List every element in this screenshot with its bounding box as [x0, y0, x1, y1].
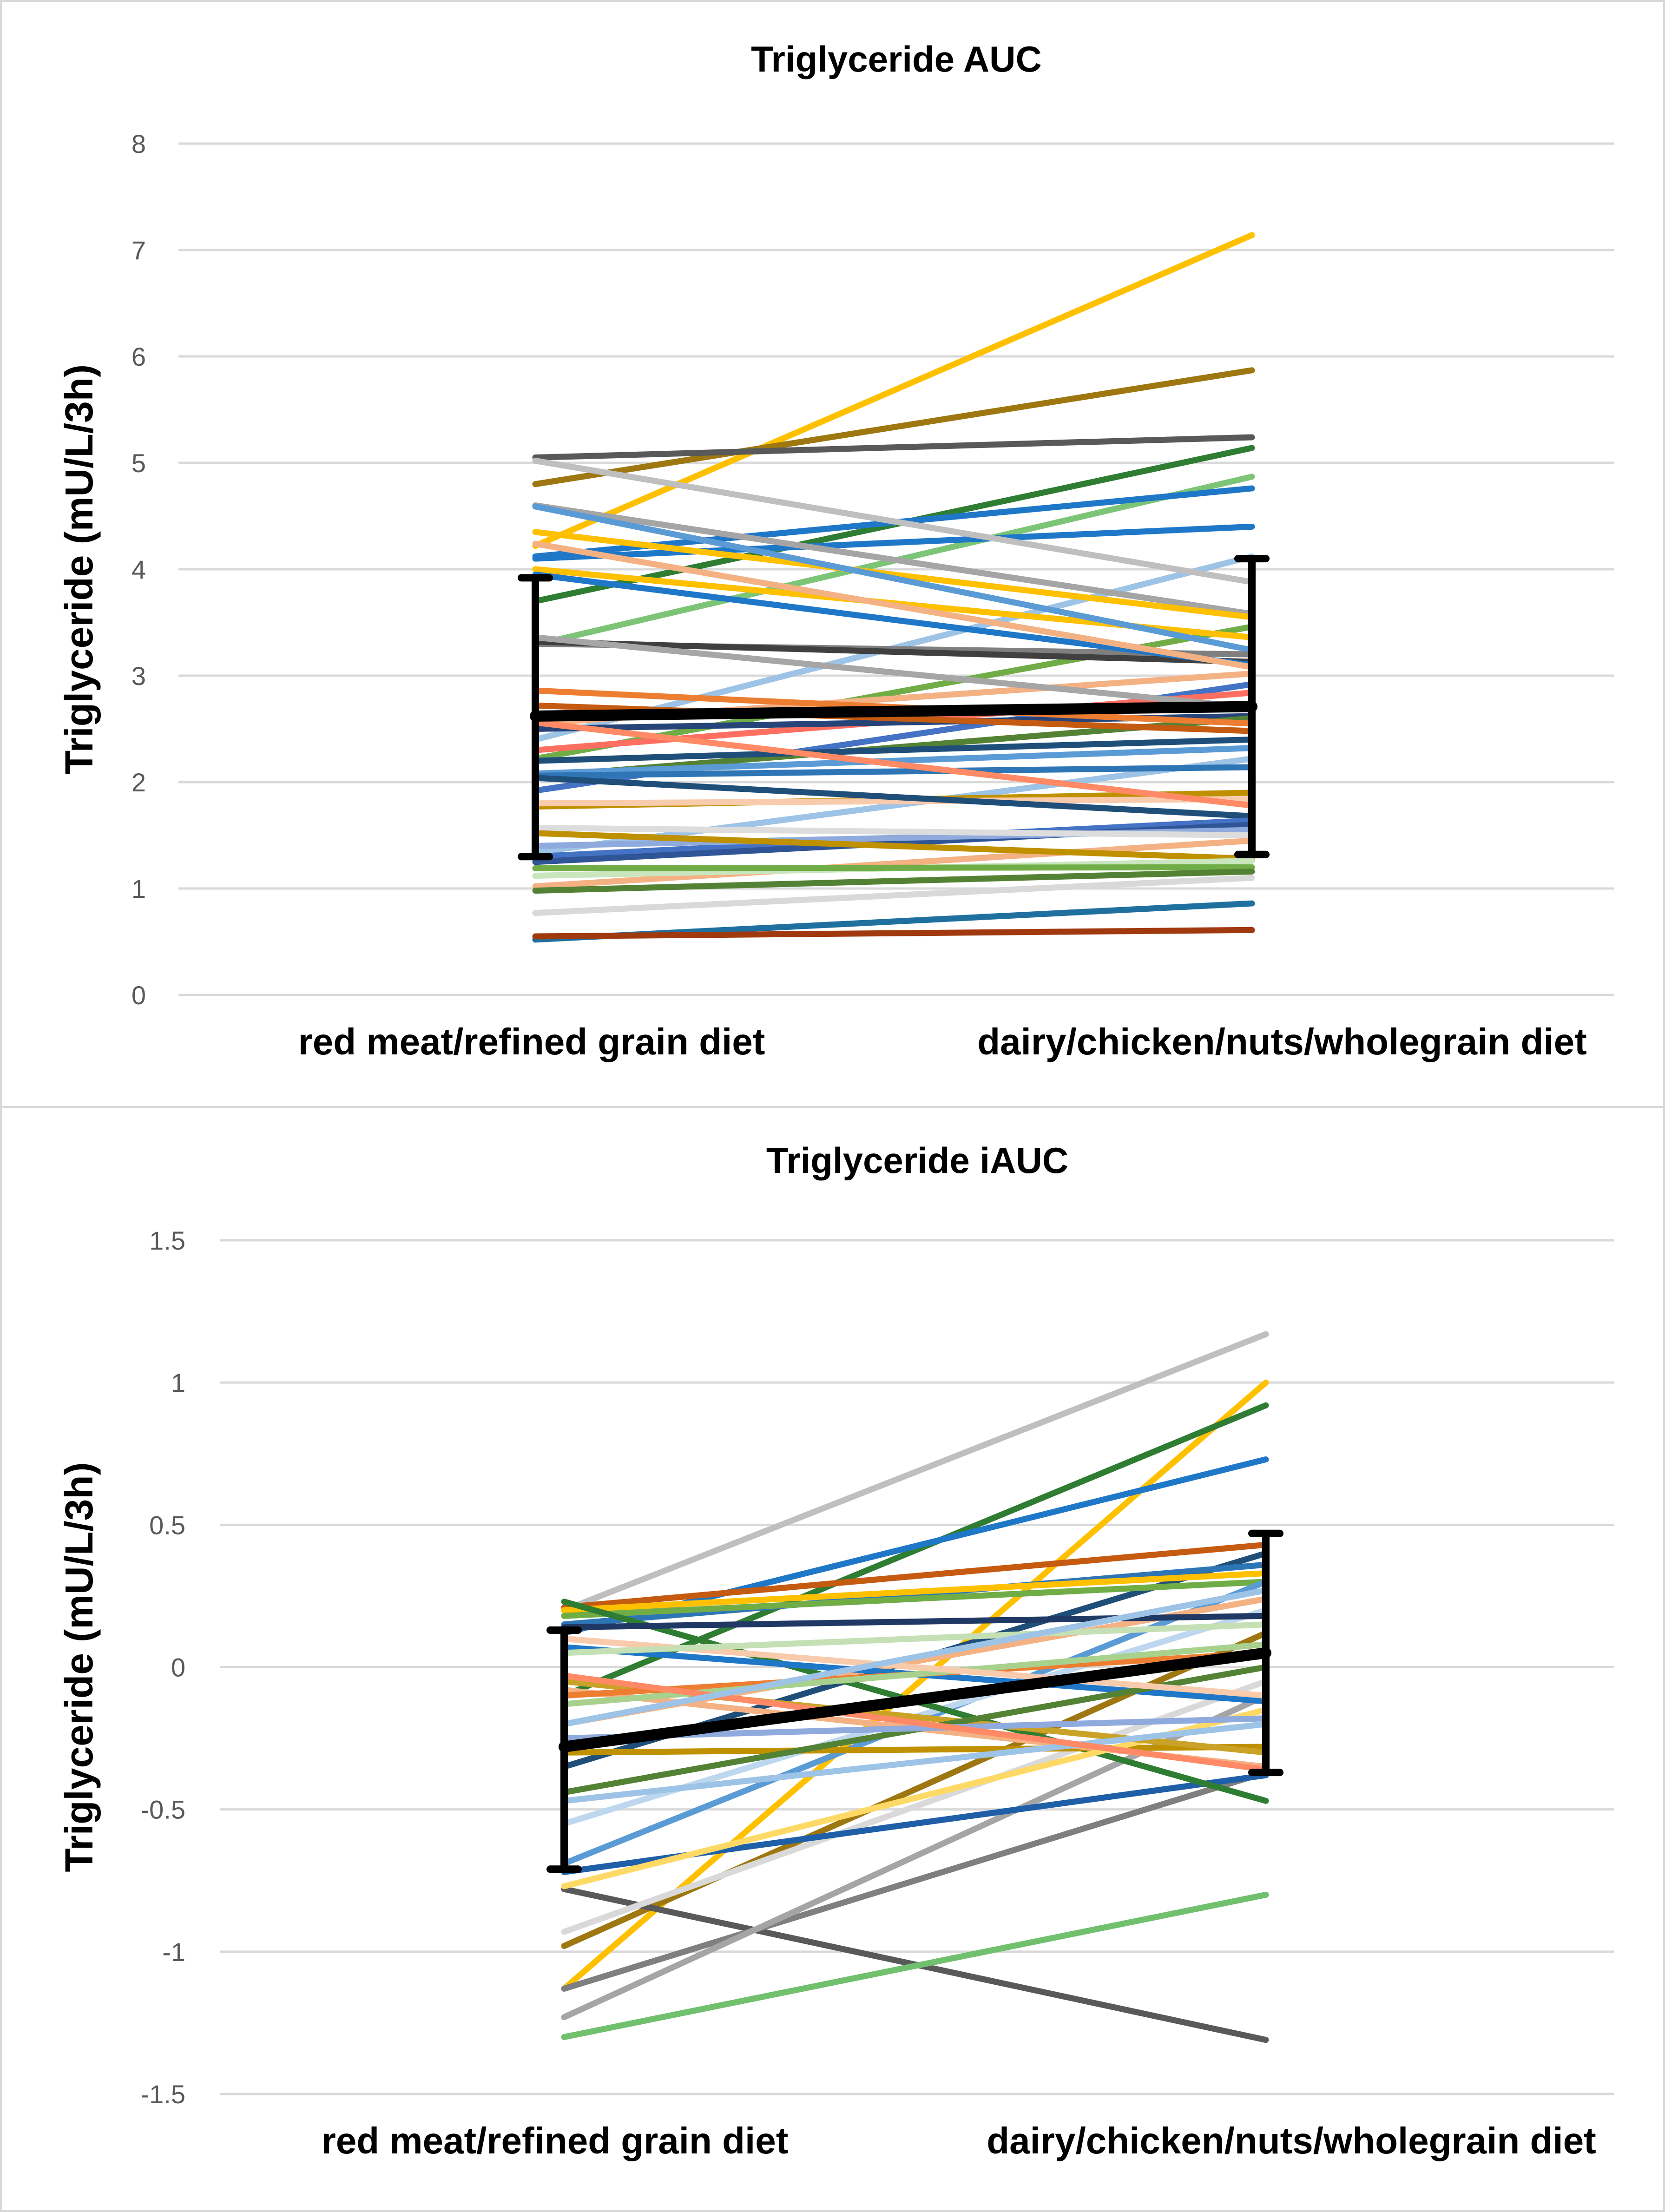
- y-tick-label: 1: [171, 1368, 185, 1397]
- x-category-label: red meat/refined grain diet: [322, 2120, 789, 2161]
- y-axis-label: Triglyceride (mU/L/3h): [57, 1462, 101, 1872]
- series-line: [535, 437, 1252, 458]
- y-tick-label: -0.5: [141, 1795, 186, 1824]
- y-axis-label: Triglyceride (mU/L/3h): [57, 364, 101, 774]
- series-line: [535, 867, 1252, 868]
- x-category-label: red meat/refined grain diet: [298, 1021, 765, 1062]
- y-tick-label: 4: [132, 555, 146, 584]
- chart-auc: Triglyceride AUC 0 1 2 3 4 5 6 7 8 Triglyceride (m…: [2, 2, 1663, 1108]
- y-tick-label: 0.5: [149, 1510, 185, 1540]
- x-category-label: dairy/chicken/nuts/wholegrain diet: [987, 2120, 1596, 2161]
- y-tick-label: 5: [132, 448, 146, 478]
- x-category-label: dairy/chicken/nuts/wholegrain diet: [977, 1021, 1586, 1062]
- y-tick-label: 1: [132, 874, 146, 903]
- y-tick-label: 7: [132, 236, 146, 265]
- y-tick-label: 2: [132, 768, 146, 797]
- y-tick-label: 8: [132, 129, 146, 158]
- y-tick-label: 1.5: [149, 1226, 185, 1255]
- y-tick-label: 0: [132, 981, 146, 1010]
- chart-title: Triglyceride AUC: [751, 39, 1042, 79]
- chart-panel-auc: Triglyceride AUC 0 1 2 3 4 5 6 7 8 Triglyceride (m…: [0, 0, 1665, 1110]
- chart-panel-iauc: Triglyceride iAUC -1.5 -1 -0.5 0 0.5 1 1.5 Trigl…: [0, 1106, 1665, 2212]
- series-line: [535, 930, 1252, 936]
- chart-iauc: Triglyceride iAUC -1.5 -1 -0.5 0 0.5 1 1.5 Trigl…: [2, 1108, 1663, 2210]
- chart-title: Triglyceride iAUC: [766, 1140, 1068, 1181]
- y-tick-label: -1: [162, 1937, 185, 1967]
- y-tick-label: 6: [132, 342, 146, 371]
- y-tick-label: 0: [171, 1653, 185, 1682]
- y-tick-label: 3: [132, 661, 146, 691]
- y-tick-label: -1.5: [141, 2080, 186, 2109]
- series-line: [564, 1747, 1266, 1752]
